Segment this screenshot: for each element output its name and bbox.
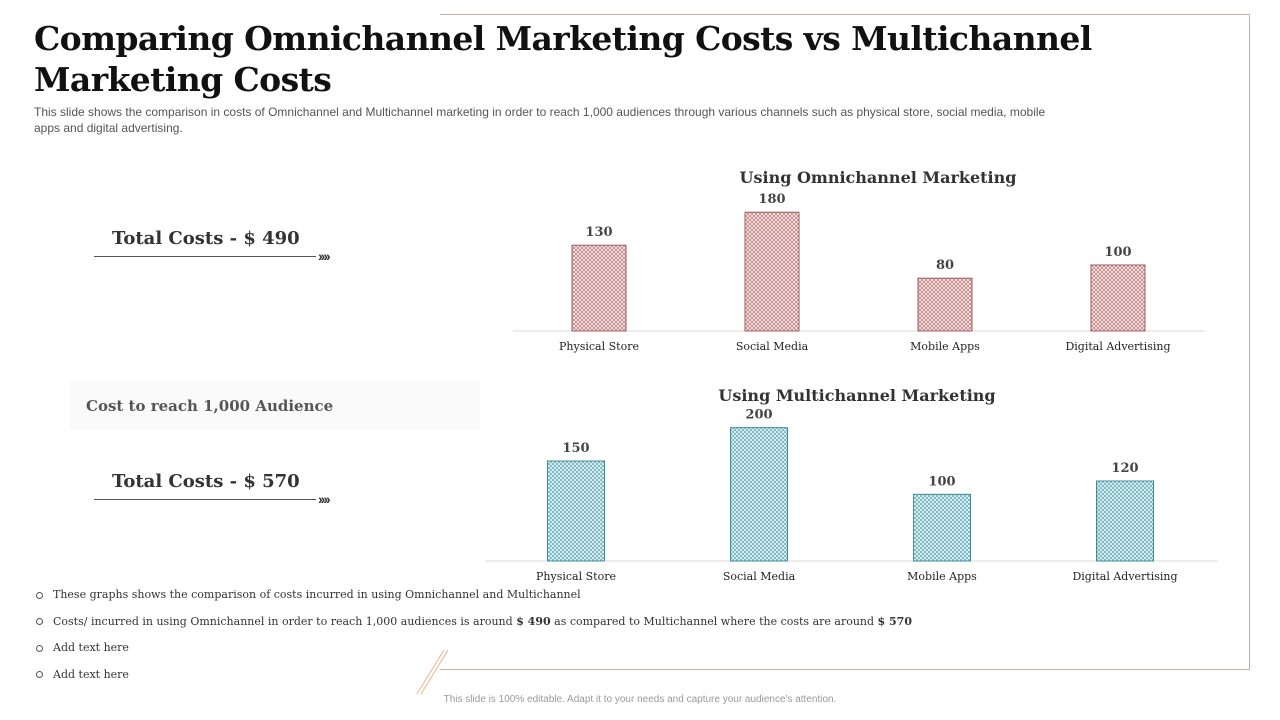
omni-value-label-1: 180 (758, 192, 785, 207)
cost-to-reach-label: Cost to reach 1,000 Audience (86, 397, 334, 415)
multi-value-label-1: 200 (745, 408, 772, 423)
omni-bar-3 (1090, 264, 1146, 332)
slide-frame-bottom (440, 669, 1250, 670)
omni-value-label-3: 100 (1104, 245, 1131, 260)
omnichannel-bar-chart: Using Omnichannel Marketing 130 Physical … (513, 168, 1204, 353)
multi-bar-3 (1096, 480, 1154, 562)
arrow-right-icon: ›››› (318, 491, 331, 507)
slide-subtitle: This slide shows the comparison in costs… (34, 105, 1046, 135)
omni-bar-2 (917, 277, 973, 332)
cost-label-panel (70, 380, 480, 430)
arrow-right-icon: ›››› (318, 248, 331, 264)
multi-bar-0 (547, 460, 605, 562)
total-costs-omnichannel: Total Costs - $ 490 (112, 228, 300, 249)
multi-value-label-0: 150 (562, 441, 589, 456)
bullet-circle-icon (36, 644, 43, 652)
omni-category-label-0: Physical Store (559, 340, 639, 353)
list-item: Add text here (36, 637, 912, 664)
omni-chart-title: Using Omnichannel Marketing (740, 168, 1017, 187)
omni-bar-0 (571, 244, 627, 332)
list-item: These graphs shows the comparison of cos… (36, 584, 912, 611)
omni-category-label-3: Digital Advertising (1065, 340, 1170, 353)
multi-category-label-1: Social Media (723, 570, 796, 583)
total-costs-multichannel: Total Costs - $ 570 (112, 471, 300, 492)
omni-category-label-2: Mobile Apps (910, 340, 980, 353)
multi-bar-1 (730, 427, 788, 562)
omni-value-label-0: 130 (585, 225, 612, 240)
bullet-list: These graphs shows the comparison of cos… (36, 584, 912, 690)
multi-bar-2 (913, 493, 971, 562)
multi-category-label-0: Physical Store (536, 570, 616, 583)
slide-frame-right (1249, 14, 1250, 669)
omni-bar-1 (744, 211, 800, 332)
list-item: Costs/ incurred in using Omnichannel in … (36, 611, 912, 638)
omni-value-label-2: 80 (936, 258, 954, 273)
bullet-circle-icon (36, 671, 43, 678)
multi-category-label-3: Digital Advertising (1072, 570, 1177, 583)
multichannel-bar-chart: Using Multichannel Marketing 150 Physical… (485, 386, 1218, 583)
multi-value-label-2: 100 (928, 474, 955, 489)
multi-value-label-3: 120 (1111, 461, 1138, 476)
omni-category-label-1: Social Media (736, 340, 809, 353)
multi-chart-title: Using Multichannel Marketing (718, 386, 995, 405)
multi-category-label-2: Mobile Apps (907, 570, 977, 583)
bullet-circle-icon (36, 591, 43, 599)
slide-title: Comparing Omnichannel Marketing Costs vs… (34, 19, 1092, 99)
decorative-slash-icon (416, 649, 449, 695)
bullet-circle-icon (36, 618, 43, 625)
list-item: Add text here (36, 664, 912, 691)
footer-note: This slide is 100% editable. Adapt it to… (443, 694, 837, 705)
total-multi-underline (94, 499, 316, 500)
total-omni-underline (94, 256, 316, 257)
slide-frame-top (440, 14, 1250, 15)
